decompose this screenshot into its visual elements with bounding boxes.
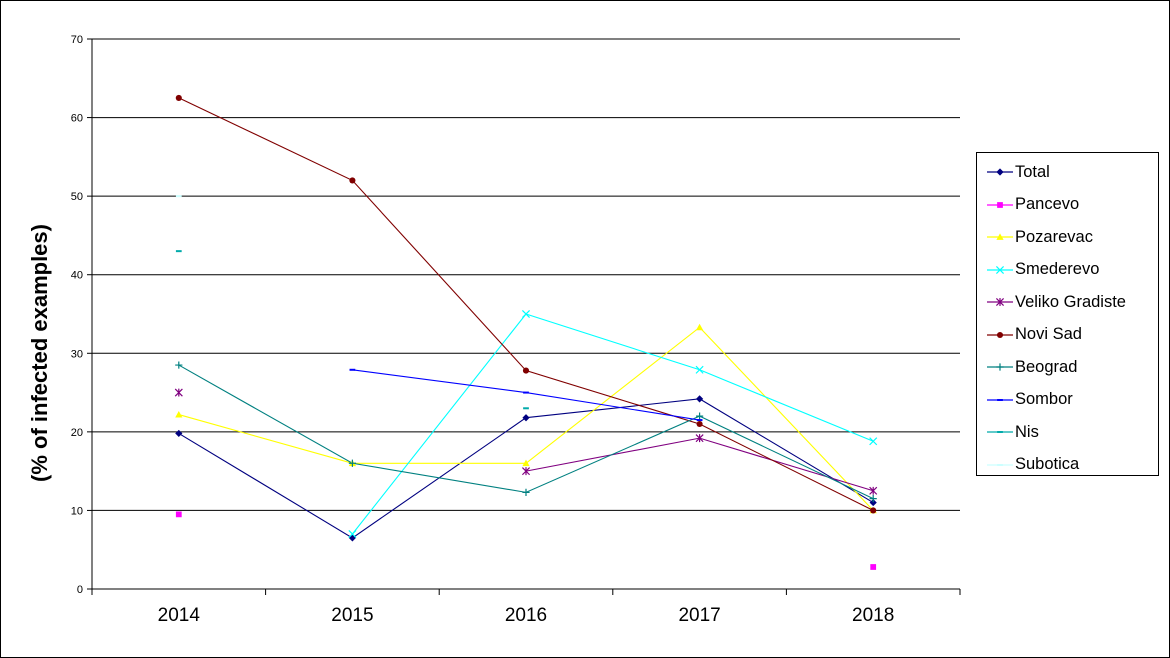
- data-markers: [174, 94, 878, 570]
- data-point-pancevo: [175, 511, 182, 518]
- data-point-total: [175, 429, 183, 438]
- data-point-veliko-gradiste: [174, 388, 183, 397]
- data-point-smederevo: [869, 437, 878, 446]
- legend-label: Sombor: [1015, 390, 1073, 409]
- data-point-beograd: [696, 412, 704, 420]
- data-point-novi-sad: [349, 177, 356, 184]
- x-tick-label: 2015: [331, 605, 373, 626]
- legend-swatch-smederevo: [987, 265, 1013, 274]
- legend-label: Total: [1015, 162, 1050, 181]
- data-point-smederevo: [695, 365, 704, 374]
- legend-item-nis: Nis: [977, 416, 1158, 449]
- data-point-novi-sad: [696, 420, 703, 428]
- legend-item-total: Total: [977, 156, 1158, 189]
- data-point-pozarevac: [696, 323, 704, 331]
- data-point-total: [869, 498, 877, 507]
- legend-swatch-novi-sad: [987, 331, 1013, 338]
- data-point-novi-sad: [870, 507, 877, 514]
- y-tick-label: 30: [71, 348, 83, 360]
- legend-marker: [996, 331, 1004, 338]
- y-axis-title: (% of infected examples): [27, 224, 52, 482]
- legend-marker: [996, 233, 1004, 241]
- data-point-veliko-gradiste: [869, 486, 878, 495]
- legend-marker: [995, 298, 1005, 307]
- legend-marker: [995, 265, 1005, 274]
- legend-item-subotica: Subotica: [977, 449, 1158, 482]
- legend-label: Subotica: [1015, 455, 1080, 474]
- series-line-veliko-gradiste: [525, 437, 874, 492]
- data-point-total: [696, 395, 704, 403]
- data-point-beograd: [348, 459, 356, 467]
- legend-swatch-nis: [987, 431, 1013, 434]
- legend-label: Pancevo: [1015, 195, 1080, 214]
- legend-swatch-pozarevac: [987, 233, 1013, 241]
- legend-label: Novi Sad: [1015, 325, 1082, 344]
- legend-label: Beograd: [1015, 357, 1078, 376]
- data-point-pozarevac: [175, 410, 183, 418]
- legend-label: Pozarevac: [1015, 227, 1093, 246]
- legend-item-veliko-gradiste: Veliko Gradiste: [977, 286, 1158, 319]
- data-point-total: [522, 414, 530, 422]
- legend-item-pozarevac: Pozarevac: [977, 221, 1158, 254]
- legend-marker: [997, 201, 1003, 208]
- data-point-pozarevac: [522, 459, 530, 467]
- legend-swatch-beograd: [987, 363, 1013, 371]
- x-tick-label: 2018: [852, 605, 894, 626]
- legend-label: Nis: [1015, 422, 1039, 441]
- data-point-beograd: [175, 361, 183, 369]
- legend-swatch-total: [987, 168, 1013, 176]
- data-point-smederevo: [521, 309, 531, 319]
- legend-item-beograd: Beograd: [977, 351, 1158, 384]
- data-point-novi-sad: [175, 94, 182, 101]
- legend-swatch-sombor: [987, 398, 1013, 401]
- data-point-novi-sad: [522, 367, 530, 374]
- legend-marker: [996, 168, 1004, 176]
- x-tick-label: 2017: [678, 605, 720, 626]
- y-tick-label: 40: [71, 270, 83, 282]
- legend-label: Smederevo: [1015, 260, 1100, 279]
- legend-label: Veliko Gradiste: [1015, 292, 1126, 311]
- series-line-sombor: [352, 369, 700, 421]
- legend-swatch-veliko-gradiste: [987, 298, 1013, 307]
- y-tick-label: 70: [71, 34, 83, 46]
- y-tick-label: 10: [71, 505, 83, 517]
- series-line-smederevo: [351, 313, 874, 535]
- gridlines: [92, 38, 960, 511]
- legend-item-smederevo: Smederevo: [977, 254, 1158, 287]
- x-tick-label: 2016: [505, 605, 547, 626]
- data-point-smederevo: [348, 529, 357, 539]
- legend-swatch-subotica: [987, 463, 1013, 466]
- y-tick-label: 0: [77, 584, 83, 596]
- data-point-veliko-gradiste: [695, 434, 704, 443]
- legend-item-sombor: Sombor: [977, 384, 1158, 417]
- data-point-pancevo: [870, 564, 877, 570]
- y-tick-label: 20: [71, 427, 83, 439]
- legend-swatch-pancevo: [987, 201, 1013, 208]
- data-point-veliko-gradiste: [521, 467, 531, 476]
- data-point-total: [348, 534, 356, 542]
- y-tick-label: 50: [71, 191, 83, 203]
- legend-item-pancevo: Pancevo: [977, 189, 1158, 222]
- legend-item-novi-sad: Novi Sad: [977, 319, 1158, 352]
- y-tick-label: 60: [71, 113, 83, 125]
- data-point-beograd: [522, 488, 530, 496]
- x-tick-label: 2014: [158, 605, 201, 626]
- chart-legend: Total Pancevo Pozarevac Smederevo Veliko Gra…: [976, 152, 1159, 476]
- legend-marker: [996, 363, 1004, 371]
- axes: 0 10 20 30 40 50 60 70 2014 2015 2016 2017 2018: [71, 34, 961, 626]
- data-point-beograd: [869, 495, 877, 503]
